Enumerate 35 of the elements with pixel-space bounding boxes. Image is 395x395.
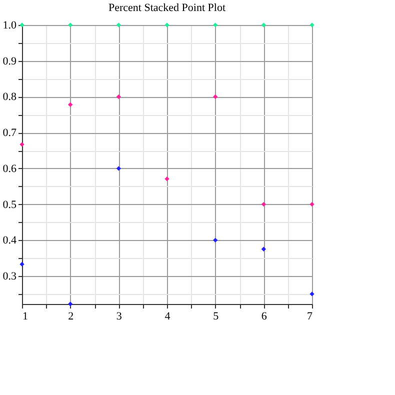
x-tick-label: 2 <box>68 310 74 322</box>
y-tick-label: 0.8 <box>2 91 17 104</box>
point <box>116 94 122 100</box>
y-tick-label: 0.3 <box>2 270 17 283</box>
y-tick-label: 0.9 <box>2 55 17 68</box>
x-tick-label: 6 <box>261 310 268 322</box>
chart-title: Percent Stacked Point Plot <box>108 2 226 14</box>
point <box>310 202 314 207</box>
point <box>261 22 266 28</box>
point <box>212 238 218 243</box>
point <box>20 262 24 267</box>
y-tick-label: 0.4 <box>2 234 17 247</box>
point <box>310 22 314 28</box>
point <box>310 292 314 296</box>
point <box>164 176 170 182</box>
x-tick-label: 4 <box>164 310 171 322</box>
point <box>212 22 218 28</box>
x-tick-label: 3 <box>116 310 122 322</box>
y-tick-label: 0.6 <box>2 162 17 175</box>
point <box>20 142 24 147</box>
point <box>261 202 266 207</box>
point <box>116 166 122 171</box>
y-tick-label: 1.0 <box>2 20 17 32</box>
point <box>116 22 122 28</box>
point <box>212 94 218 100</box>
y-tick-label: 0.5 <box>2 198 17 211</box>
point <box>164 22 170 28</box>
point <box>68 102 73 107</box>
x-tick-label: 7 <box>307 310 313 322</box>
point <box>68 22 73 28</box>
point <box>261 246 266 252</box>
x-tick-label: 5 <box>213 310 220 322</box>
point <box>68 302 73 306</box>
x-tick-label: 1 <box>22 310 28 322</box>
y-tick-label: 0.7 <box>2 127 17 140</box>
